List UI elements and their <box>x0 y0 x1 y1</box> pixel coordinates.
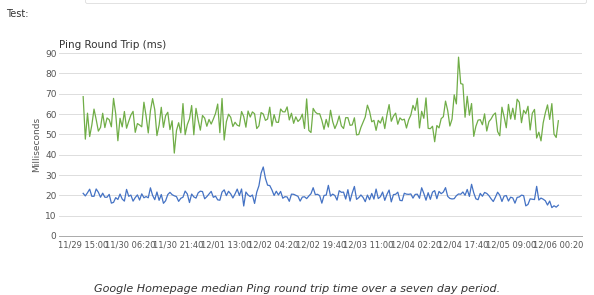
Y-axis label: Milliseconds: Milliseconds <box>32 117 41 172</box>
Text: Ping Round Trip (ms): Ping Round Trip (ms) <box>59 40 167 50</box>
Text: Google Homepage median Ping round trip time over a seven day period.: Google Homepage median Ping round trip t… <box>94 284 500 294</box>
Legend: Google Desktop Webpage in Chrome Last Mile, Google Desktop Webpage in Chrome Wir: Google Desktop Webpage in Chrome Last Mi… <box>85 0 586 3</box>
Text: Test:: Test: <box>6 9 29 19</box>
